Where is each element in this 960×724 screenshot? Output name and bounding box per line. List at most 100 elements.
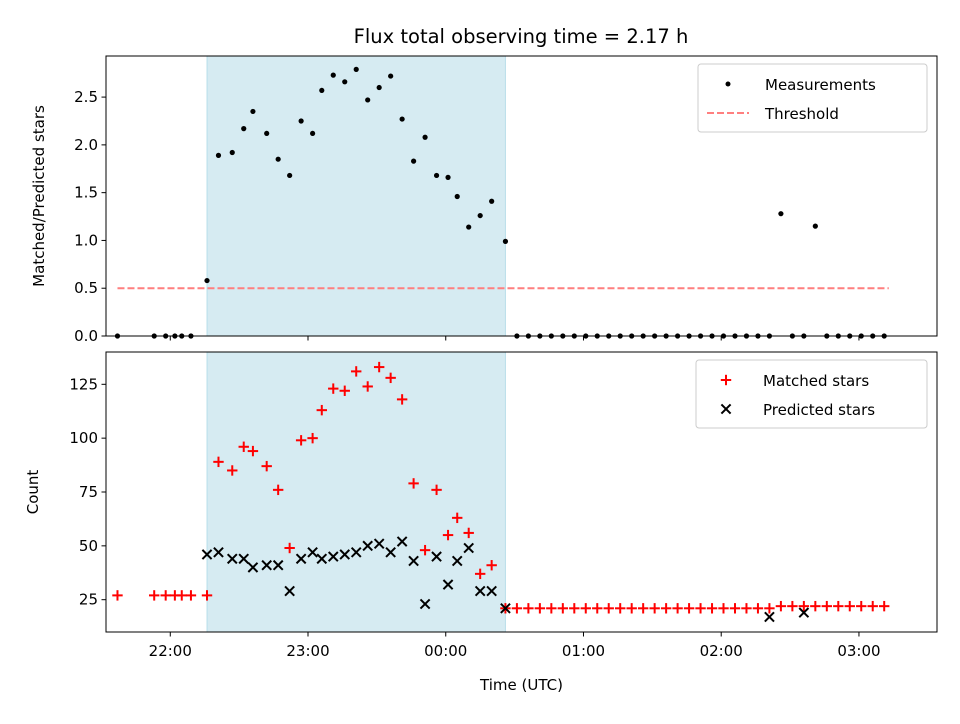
measurement-point	[376, 84, 382, 91]
measurement-point	[287, 172, 293, 179]
predicted-star-point	[463, 542, 475, 554]
cross-stroke-b	[451, 555, 463, 567]
top-y-tick-label: 0.5	[74, 279, 98, 297]
matched-star-point	[511, 603, 523, 614]
measurement-point	[388, 73, 394, 79]
matched-star-point	[351, 366, 362, 377]
matched-star-point	[431, 484, 442, 496]
matched-star-point	[201, 590, 213, 601]
matched-star-point	[213, 456, 224, 468]
matched-star-point	[474, 568, 486, 580]
measurement-point	[778, 211, 784, 217]
cross-stroke-b	[213, 547, 224, 558]
legend-measurements-marker	[725, 81, 731, 87]
x-tick-label: 02:00	[700, 642, 743, 660]
predicted-star-point	[201, 549, 213, 560]
measurement-point	[353, 66, 359, 72]
cross-stroke-b	[327, 551, 339, 562]
top-axes-frame	[105, 55, 938, 337]
cross-stroke-b	[419, 598, 431, 610]
legend-measurements-label: Measurements	[765, 76, 876, 94]
top-y-tick-label: 1.5	[74, 184, 98, 202]
predicted-star-point	[247, 562, 259, 573]
matched-star-point	[295, 435, 307, 446]
measurement-point	[477, 212, 483, 219]
matched-star-point	[752, 603, 764, 614]
predicted-star-point	[327, 551, 339, 562]
measurement-point	[264, 130, 270, 137]
top-axis-ticks: 0.0 0.5 1.0 1.5 2.0 2.5	[74, 88, 860, 345]
matched-star-point	[486, 560, 497, 571]
matched-star-point	[185, 590, 197, 601]
top-y-tick-label: 2.5	[74, 88, 98, 106]
bottom-y-tick-label: 75	[79, 483, 98, 501]
bottom-axis-ticks: 25 50 75 100 125 22:00 23:00 00:00 01:00 02:00 03:…	[69, 375, 880, 660]
measurement-point	[433, 172, 440, 179]
measurement-point	[310, 130, 316, 137]
measurement-point	[298, 118, 304, 124]
bottom-axes-frame	[105, 351, 938, 633]
matched-star-point	[362, 381, 373, 392]
measurement-points	[114, 66, 887, 339]
cross-stroke-b	[284, 585, 295, 597]
matched-star-point	[672, 603, 683, 614]
predicted-star-point	[307, 547, 318, 558]
predicted-star-point	[431, 551, 442, 562]
bottom-legend-box	[695, 359, 928, 429]
cross-stroke-b	[247, 562, 259, 573]
matched-star-point	[787, 600, 798, 612]
legend-matched-label: Matched stars	[763, 372, 869, 390]
measurement-point	[422, 134, 428, 140]
predicted-star-point	[272, 559, 284, 571]
predicted-stars-points	[201, 536, 810, 623]
matched-star-point	[856, 600, 867, 612]
legend-predicted-label: Predicted stars	[763, 401, 875, 419]
matched-star-point	[775, 600, 787, 612]
x-tick-label: 01:00	[562, 642, 605, 660]
predicted-star-point	[295, 553, 307, 565]
bottom-y-axis-label: Count	[24, 470, 42, 515]
matched-star-point	[569, 603, 580, 614]
top-legend-box	[697, 63, 928, 133]
predicted-star-point	[238, 553, 250, 565]
cross-stroke-b	[474, 585, 486, 597]
bottom-shaded-interval	[206, 351, 506, 633]
cross-stroke-b	[385, 547, 396, 558]
measurement-point	[241, 126, 247, 132]
top-y-tick-label: 0.0	[74, 327, 98, 345]
matched-star-point	[385, 372, 396, 384]
predicted-star-point	[385, 547, 396, 558]
measurement-point	[342, 79, 348, 85]
matched-star-point	[683, 603, 695, 614]
cross-stroke-b	[261, 559, 272, 571]
matched-star-point	[580, 603, 591, 614]
matched-star-point	[833, 600, 844, 612]
top-legend: Measurements Threshold	[697, 63, 928, 133]
bottom-legend: Matched stars Predicted stars	[695, 359, 928, 429]
matched-star-point	[452, 512, 463, 524]
top-shaded-interval	[206, 55, 506, 337]
matched-star-point	[284, 542, 295, 554]
x-tick-label: 23:00	[286, 642, 329, 660]
matched-star-point	[810, 600, 821, 612]
legend-predicted-marker	[720, 403, 732, 415]
cross-stroke-b	[442, 579, 454, 590]
measurement-point	[489, 198, 495, 204]
predicted-star-point	[350, 547, 362, 558]
matched-star-point	[339, 385, 350, 396]
matched-star-point	[695, 603, 706, 614]
legend-threshold-label: Threshold	[764, 105, 839, 123]
measurement-point	[466, 224, 472, 230]
cross-stroke-b	[500, 603, 511, 614]
cross-stroke-b	[295, 553, 307, 565]
matched-star-point	[442, 529, 454, 541]
matched-star-point	[419, 544, 431, 556]
predicted-star-point	[261, 559, 272, 571]
matched-star-point	[821, 600, 833, 612]
predicted-star-point	[213, 547, 224, 558]
matched-star-point	[112, 590, 123, 601]
legend-cross-marker	[720, 403, 732, 415]
matched-star-point	[307, 432, 318, 444]
cross-stroke-b	[238, 553, 250, 565]
